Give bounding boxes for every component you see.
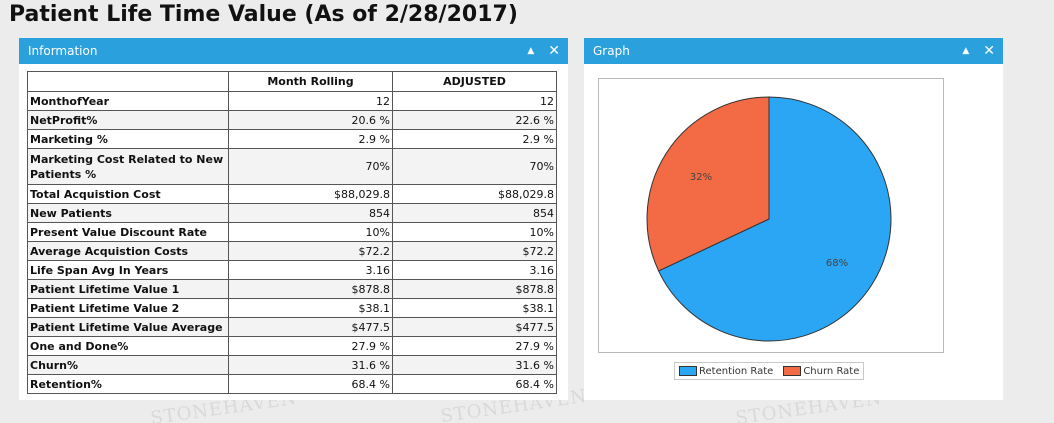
legend-label: Churn Rate bbox=[803, 365, 860, 377]
information-panel: Information ▲ ✕ Month Rolling ADJUSTED M… bbox=[19, 38, 568, 400]
month-rolling-value: 10% bbox=[228, 222, 393, 242]
collapse-icon[interactable]: ▲ bbox=[962, 46, 970, 56]
month-rolling-value: 27.9 % bbox=[228, 336, 393, 356]
table-row: Patient Lifetime Value Average $477.5 $477… bbox=[27, 317, 557, 337]
table-row: NetProfit% 20.6 % 22.6 % bbox=[27, 110, 557, 130]
month-rolling-value: $38.1 bbox=[228, 298, 393, 318]
legend-swatch bbox=[783, 366, 802, 376]
month-rolling-value: 2.9 % bbox=[228, 129, 393, 149]
table-row: Life Span Avg In Years 3.16 3.16 bbox=[27, 260, 557, 280]
legend-label: Retention Rate bbox=[699, 365, 774, 377]
page-title: Patient Life Time Value (As of 2/28/2017… bbox=[9, 2, 518, 27]
adjusted-value: 12 bbox=[392, 91, 557, 111]
month-rolling-value: 31.6 % bbox=[228, 355, 393, 375]
month-rolling-value: 20.6 % bbox=[228, 110, 393, 130]
information-table: Month Rolling ADJUSTED MonthofYear 12 12 Ne… bbox=[27, 71, 557, 394]
graph-panel-header: Graph ▲ ✕ bbox=[584, 38, 1003, 64]
table-row: MonthofYear 12 12 bbox=[27, 91, 557, 111]
row-label: Total Acquistion Cost bbox=[27, 184, 229, 204]
row-label: NetProfit% bbox=[27, 110, 229, 130]
legend-item: Retention Rate bbox=[679, 366, 773, 377]
pie-slice-label: 32% bbox=[690, 172, 712, 183]
legend-item: Churn Rate bbox=[783, 366, 859, 377]
table-row: Present Value Discount Rate 10% 10% bbox=[27, 222, 557, 242]
row-label: Average Acquistion Costs bbox=[27, 241, 229, 261]
row-label: Present Value Discount Rate bbox=[27, 222, 229, 242]
pie-slice[interactable] bbox=[657, 96, 892, 342]
month-rolling-value: 3.16 bbox=[228, 260, 393, 280]
row-label: MonthofYear bbox=[27, 91, 229, 111]
adjusted-value: $88,029.8 bbox=[392, 184, 557, 204]
table-header-row: Month Rolling ADJUSTED bbox=[27, 71, 557, 92]
adjusted-value: $38.1 bbox=[392, 298, 557, 318]
table-row: New Patients 854 854 bbox=[27, 203, 557, 223]
column-header: Month Rolling bbox=[228, 71, 393, 92]
column-header: ADJUSTED bbox=[392, 71, 557, 92]
row-label: Life Span Avg In Years bbox=[27, 260, 229, 280]
row-label: Marketing Cost Related to New Patients % bbox=[27, 148, 229, 185]
collapse-icon[interactable]: ▲ bbox=[527, 46, 535, 56]
month-rolling-value: $72.2 bbox=[228, 241, 393, 261]
information-panel-header: Information ▲ ✕ bbox=[19, 38, 568, 64]
row-label: Churn% bbox=[27, 355, 229, 375]
month-rolling-value: $88,029.8 bbox=[228, 184, 393, 204]
adjusted-value: $72.2 bbox=[392, 241, 557, 261]
pie-slice[interactable] bbox=[646, 96, 770, 272]
close-icon[interactable]: ✕ bbox=[548, 43, 560, 59]
pie-chart-frame: 68% 32% bbox=[598, 78, 944, 353]
month-rolling-value: 854 bbox=[228, 203, 393, 223]
row-label: One and Done% bbox=[27, 336, 229, 356]
row-label: Retention% bbox=[27, 374, 229, 394]
table-row: Marketing % 2.9 % 2.9 % bbox=[27, 129, 557, 149]
month-rolling-value: 68.4 % bbox=[228, 374, 393, 394]
pie-chart: 68% 32% bbox=[646, 96, 892, 342]
legend-swatch bbox=[679, 366, 697, 376]
month-rolling-value: 12 bbox=[228, 91, 393, 111]
table-row: One and Done% 27.9 % 27.9 % bbox=[27, 336, 557, 356]
graph-panel-title: Graph bbox=[593, 44, 630, 58]
column-header bbox=[27, 71, 229, 92]
table-row: Patient Lifetime Value 2 $38.1 $38.1 bbox=[27, 298, 557, 318]
adjusted-value: 10% bbox=[392, 222, 557, 242]
month-rolling-value: $477.5 bbox=[228, 317, 393, 337]
close-icon[interactable]: ✕ bbox=[983, 43, 995, 59]
table-row: Marketing Cost Related to New Patients %… bbox=[27, 148, 557, 185]
table-row: Total Acquistion Cost $88,029.8 $88,029.8 bbox=[27, 184, 557, 204]
table-row: Average Acquistion Costs $72.2 $72.2 bbox=[27, 241, 557, 261]
adjusted-value: 70% bbox=[392, 148, 557, 185]
adjusted-value: 3.16 bbox=[392, 260, 557, 280]
row-label: New Patients bbox=[27, 203, 229, 223]
information-panel-title: Information bbox=[28, 44, 98, 58]
adjusted-value: 27.9 % bbox=[392, 336, 557, 356]
adjusted-value: $878.8 bbox=[392, 279, 557, 299]
row-label: Patient Lifetime Value Average bbox=[27, 317, 229, 337]
adjusted-value: 2.9 % bbox=[392, 129, 557, 149]
adjusted-value: 22.6 % bbox=[392, 110, 557, 130]
table-row: Retention% 68.4 % 68.4 % bbox=[27, 374, 557, 394]
adjusted-value: $477.5 bbox=[392, 317, 557, 337]
table-row: Churn% 31.6 % 31.6 % bbox=[27, 355, 557, 375]
row-label: Marketing % bbox=[27, 129, 229, 149]
pie-slice-label: 68% bbox=[826, 258, 848, 269]
table-row: Patient Lifetime Value 1 $878.8 $878.8 bbox=[27, 279, 557, 299]
chart-legend: Retention Rate Churn Rate bbox=[674, 362, 865, 380]
adjusted-value: 854 bbox=[392, 203, 557, 223]
adjusted-value: 31.6 % bbox=[392, 355, 557, 375]
row-label: Patient Lifetime Value 2 bbox=[27, 298, 229, 318]
month-rolling-value: $878.8 bbox=[228, 279, 393, 299]
row-label: Patient Lifetime Value 1 bbox=[27, 279, 229, 299]
graph-panel: Graph ▲ ✕ 68% 32% Retention Rate Churn Rat… bbox=[584, 38, 1003, 400]
month-rolling-value: 70% bbox=[228, 148, 393, 185]
adjusted-value: 68.4 % bbox=[392, 374, 557, 394]
